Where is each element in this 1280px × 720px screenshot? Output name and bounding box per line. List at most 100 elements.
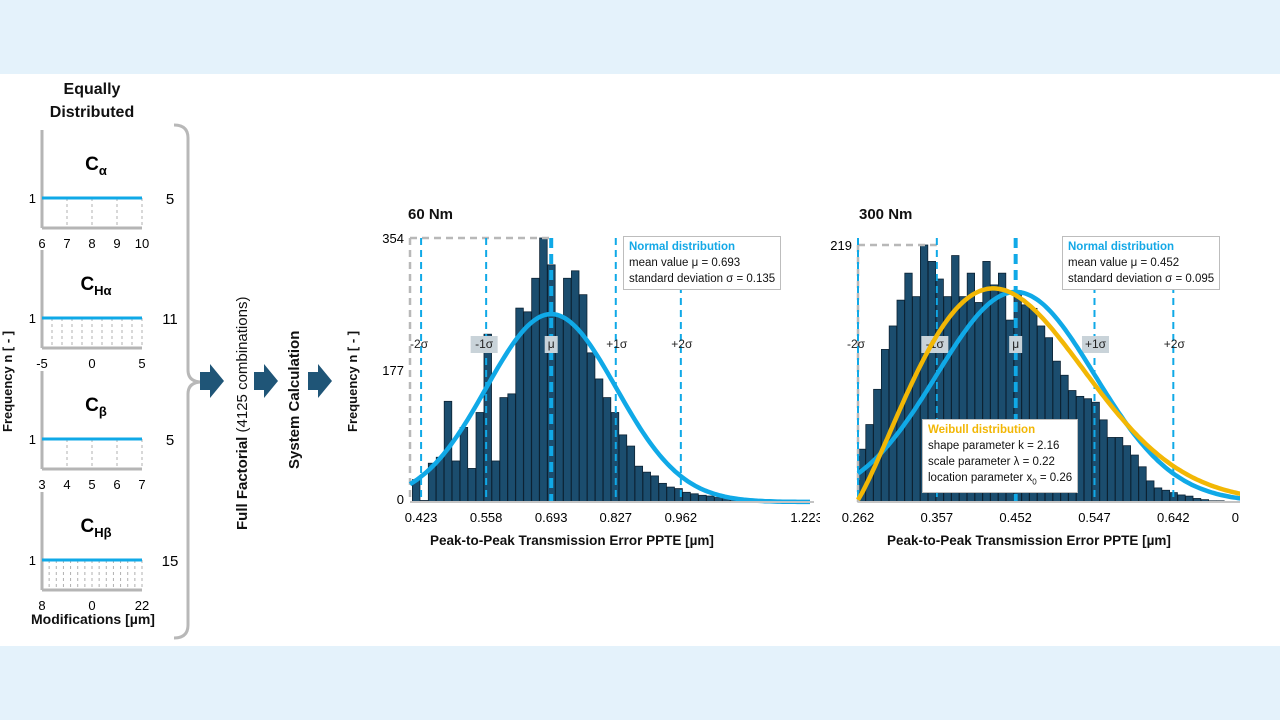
chart-300nm-x-label: Peak-to-Peak Transmission Error PPTE [µm… [887, 533, 1171, 548]
combinations-text: (4125 combinations) [234, 296, 251, 433]
title-line-1: Equally [63, 81, 121, 98]
histogram-bar [650, 475, 659, 503]
histogram-bar [1114, 437, 1124, 503]
histogram-bar [1153, 487, 1163, 503]
normal-legend-300nm: Normal distribution mean value μ = 0.452… [1062, 236, 1221, 290]
normal-legend-mean: mean value μ = 0.452 [1068, 257, 1180, 269]
sigma-label: +1σ [1085, 337, 1107, 351]
x-tick-label: 0.262 [842, 510, 875, 525]
level-count: 11 [162, 311, 178, 328]
histogram-bar [642, 471, 651, 503]
histogram-bar [594, 378, 604, 503]
tick-label: 8 [88, 236, 95, 251]
x-tick-label: 0.558 [470, 510, 503, 525]
histogram-bar [1138, 466, 1147, 503]
histogram-bar [698, 494, 707, 503]
histogram-bar [507, 393, 516, 503]
x-tick-label: 0.547 [1078, 510, 1111, 525]
x-tick-label: 0.732 [1232, 510, 1240, 525]
histogram-bar [1099, 419, 1108, 503]
tick-label: 4 [63, 477, 70, 492]
x-tick-label: 0.423 [405, 510, 438, 525]
histogram-bar [523, 311, 532, 503]
weibull-legend-location: location parameter x0 = 0.26 [928, 470, 1072, 490]
chart-300nm-title: 300 Nm [859, 206, 913, 223]
histogram-bar [1146, 480, 1155, 503]
tick-label: 8 [38, 598, 45, 613]
full-factorial-label: Full Factorial (4125 combinations) [234, 297, 251, 530]
histogram-bar [586, 352, 596, 503]
panel-title: Cα [85, 154, 107, 178]
tick-label: 6 [38, 236, 45, 251]
tick-label: -5 [36, 356, 48, 371]
title-line-2: Distributed [49, 104, 135, 121]
histogram-bar [539, 237, 548, 503]
weibull-legend-title: Weibull distribution [928, 424, 1036, 436]
histogram-bar [1177, 494, 1186, 503]
sigma-label: -2σ [410, 337, 429, 351]
equally-distributed-title: Equally Distributed [32, 78, 152, 124]
x-tick-label: 0.693 [535, 510, 568, 525]
tick-label: 22 [135, 598, 149, 613]
bottom-band [0, 646, 1280, 720]
x-tick-label: 0.827 [600, 510, 633, 525]
arrow-icon-3 [308, 364, 332, 398]
histogram-bar [881, 349, 890, 503]
full-factorial-text: Full Factorial [234, 436, 251, 530]
histogram-bar [1122, 445, 1132, 503]
histogram-bar [682, 491, 691, 503]
sigma-label: -2σ [847, 337, 866, 351]
chart-60nm-title: 60 Nm [408, 206, 454, 223]
weibull-legend: Weibull distribution shape parameter k =… [922, 419, 1079, 494]
tick-label: 5 [138, 356, 145, 371]
y-value-label: 1 [29, 553, 36, 568]
sigma-label-bg [470, 336, 498, 353]
histogram-bar [1091, 401, 1100, 503]
weibull-location-sub: 0 [1032, 477, 1037, 487]
weibull-location-suffix: = 0.26 [1036, 472, 1073, 484]
process-arrows [200, 364, 332, 398]
weibull-legend-scale: scale parameter λ = 0.22 [928, 456, 1055, 468]
histogram-bar [626, 445, 636, 503]
panel-title: CHα [80, 274, 111, 298]
y-tick-label: 177 [382, 363, 404, 378]
level-count: 5 [166, 432, 174, 449]
y-value-label: 1 [29, 191, 36, 206]
x-tick-label: 0.642 [1157, 510, 1190, 525]
weibull-legend-shape: shape parameter k = 2.16 [928, 440, 1060, 452]
arrow-icon-1 [200, 364, 224, 398]
x-tick-label: 0.962 [665, 510, 698, 525]
histogram-bar [491, 460, 500, 503]
histogram-bar [1083, 398, 1093, 503]
normal-legend-std: standard deviation σ = 0.095 [1068, 273, 1215, 285]
histogram-bar [873, 388, 882, 503]
histogram-bar [531, 277, 540, 503]
histogram-bar [499, 397, 508, 503]
dist-panel-3: 1 5 Cβ 3 4 5 6 7 [29, 371, 174, 492]
y-tick-label: 354 [382, 231, 404, 246]
sigma-label: +2σ [671, 337, 693, 351]
histogram-bar [602, 397, 612, 503]
histogram-bar [690, 493, 699, 503]
panel-title: Cβ [85, 395, 107, 419]
x-tick-label: 0.452 [999, 510, 1032, 525]
tick-label: 6 [113, 477, 120, 492]
sigma-label: μ [1012, 337, 1019, 351]
normal-legend-mean: mean value μ = 0.693 [629, 257, 741, 269]
sigma-label-bg [1081, 336, 1109, 353]
x-tick-label: 1.223 [790, 510, 820, 525]
histogram-bar [475, 412, 484, 503]
normal-legend-title: Normal distribution [629, 241, 736, 253]
y-tick-label: 0 [397, 492, 404, 507]
dist-panel-1: 1 5 Cα 6 7 8 9 10 [29, 130, 174, 251]
tick-label: 7 [138, 477, 145, 492]
histogram-bar [563, 277, 572, 503]
x-tick-label: 0.357 [921, 510, 954, 525]
tick-label: 7 [63, 236, 70, 251]
histogram-bar [1107, 437, 1116, 503]
sigma-label: +2σ [1164, 337, 1186, 351]
histogram-bar [658, 482, 667, 503]
tick-label: 0 [88, 598, 95, 613]
